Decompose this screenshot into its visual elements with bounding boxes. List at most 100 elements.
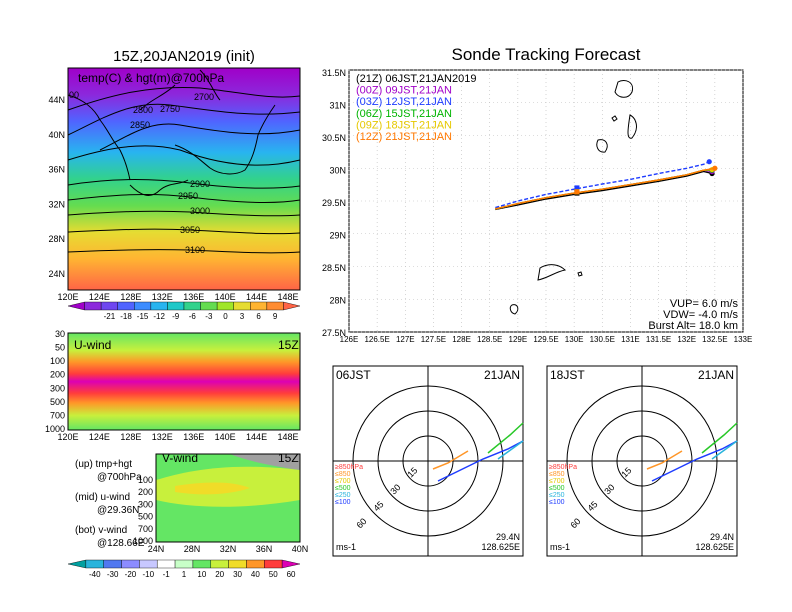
colorbar-swatch: [266, 301, 284, 311]
legend-entry: (12Z) 21JST,21JAN: [356, 131, 452, 143]
hodo-lat: 29.4N: [710, 532, 734, 542]
level-legend: ≤850: [335, 471, 351, 478]
ring-label: 60: [568, 516, 582, 530]
vwind-frame: [155, 453, 301, 543]
contour-label: 3000: [190, 206, 210, 216]
tick-label: 129E: [509, 335, 528, 344]
uwind-label: U-wind: [74, 338, 111, 352]
colorbar-swatch: [67, 301, 85, 311]
track-marker: [574, 185, 580, 191]
colorbar-label: -18: [120, 312, 132, 321]
hodo-unit: ms-1: [336, 542, 356, 552]
colorbar-label: -6: [189, 312, 197, 321]
vwind-time: 15Z: [278, 451, 299, 465]
tick-label: 30N: [329, 166, 346, 176]
tick-label: 27.5N: [322, 328, 346, 338]
track-lat-ticks: 31.5N 31N 30.5N 30N 29.5N 29N 28.5N 28N 27.5N: [322, 68, 346, 338]
tick-label: 36N: [256, 544, 273, 554]
contour-label: 2850: [130, 120, 150, 130]
level-legend: ≤500: [335, 485, 351, 492]
hodo-trace: [651, 440, 738, 482]
colorbar-swatch: [246, 559, 265, 569]
tick-label: 32N: [48, 199, 65, 209]
hodo-lat: 29.4N: [496, 532, 520, 542]
tick-label: 1000: [133, 536, 153, 546]
colorbar-swatch: [121, 559, 140, 569]
uwind-x-ticks: 120E 124E 128E 132E 136E 140E 144E 148E: [57, 432, 298, 442]
tick-label: 44N: [48, 95, 65, 105]
colorbar-label: 3: [240, 312, 245, 321]
map-frame: [67, 67, 301, 291]
colorbar-swatch: [281, 559, 301, 569]
level-legend: ≥850hPa: [335, 464, 363, 471]
legend-entry: (06Z) 15JST,21JAN: [356, 108, 452, 120]
track-line: [495, 161, 710, 209]
track-marker: [574, 189, 580, 195]
tick-label: 300: [138, 499, 153, 509]
height-contours: [67, 87, 301, 254]
colorbar-label: 50: [269, 570, 278, 579]
tick-label: 130.5E: [590, 335, 615, 344]
colorbar-swatch: [264, 559, 283, 569]
tick-label: 127.5E: [421, 335, 446, 344]
colorbar-label: 0: [223, 312, 228, 321]
tick-label: 31N: [329, 101, 346, 111]
hodo-time: 06JST: [336, 368, 371, 382]
tick-label: 144E: [246, 432, 267, 442]
uwind-time: 15Z: [278, 338, 299, 352]
tick-label: 40N: [48, 130, 65, 140]
tick-label: 28.5N: [322, 263, 346, 273]
note-line: @128.66E: [97, 538, 145, 549]
colorbar-label: -30: [107, 570, 119, 579]
contour-label: 3100: [185, 245, 205, 255]
tick-label: 136E: [183, 432, 204, 442]
colorbar-swatch: [283, 301, 301, 311]
tick-label: 500: [50, 397, 65, 407]
tick-label: 700: [50, 410, 65, 420]
hodo-trace: [432, 450, 469, 470]
colorbar-swatch: [210, 559, 229, 569]
tick-label: 29N: [329, 231, 346, 241]
colorbar-label: -12: [153, 312, 165, 321]
level-legend: ≤700: [335, 478, 351, 485]
tick-label: 200: [138, 487, 153, 497]
colorbar-label: 20: [215, 570, 224, 579]
level-legend: ≤250: [549, 492, 565, 499]
colorbar-swatch: [233, 301, 251, 311]
tick-label: 136E: [183, 292, 204, 302]
tick-label: 30: [55, 329, 65, 339]
map-field-label: temp(C) & hgt(m)@700hPa: [78, 71, 225, 85]
tick-label: 148E: [277, 432, 298, 442]
colorbar-label: -20: [125, 570, 137, 579]
colorbar-swatch: [85, 559, 104, 569]
colorbar-label: -9: [172, 312, 180, 321]
legend-entry: (09Z) 18JST,21JAN: [356, 119, 452, 131]
tick-label: 29.5N: [322, 198, 346, 208]
tick-label: 130E: [565, 335, 584, 344]
hodo-trace: [497, 440, 524, 460]
level-legend: ≤100: [335, 499, 351, 506]
tick-label: 128.5E: [477, 335, 502, 344]
tick-label: 28N: [329, 296, 346, 306]
colorbar-label: 1: [182, 570, 187, 579]
tick-label: 126E: [340, 335, 359, 344]
colorbar-swatch: [216, 301, 234, 311]
temperature-colorbar: -21 -18 -15 -12 -9 -6 -3 0 3 6 9: [67, 301, 301, 321]
ring-label: 15: [619, 465, 633, 479]
contour-label: 2800: [133, 105, 153, 115]
tick-label: 24N: [48, 269, 65, 279]
contour-label: 00: [69, 90, 79, 100]
colorbar-swatch: [228, 559, 247, 569]
track-line: [495, 167, 716, 210]
tick-label: 1000: [45, 424, 65, 434]
uwind-field: [68, 333, 300, 430]
tick-label: 129.5E: [533, 335, 558, 344]
note-line: @700hPa: [97, 472, 142, 483]
tick-label: 120E: [57, 292, 78, 302]
tick-label: 132.5E: [702, 335, 727, 344]
param-burst: Burst Alt= 18.0 km: [648, 320, 738, 332]
colorbar-label: -15: [137, 312, 149, 321]
track-grid: [348, 69, 744, 333]
ring-label: 30: [388, 482, 402, 496]
colorbar-label: -1: [163, 570, 171, 579]
